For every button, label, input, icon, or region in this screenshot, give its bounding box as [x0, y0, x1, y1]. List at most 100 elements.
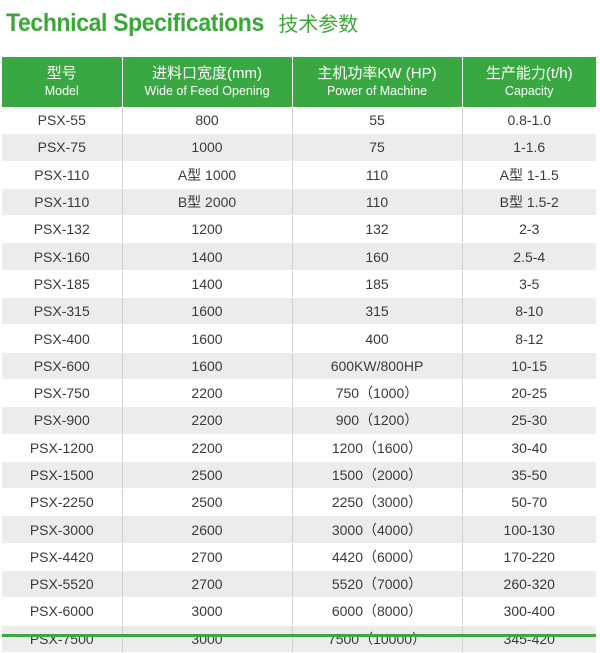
cell-model: PSX-7500 [2, 625, 123, 653]
cell-power: 75 [292, 133, 463, 162]
cell-power: 400 [292, 324, 463, 353]
cell-model: PSX-75 [2, 133, 123, 162]
cell-model: PSX-315 [2, 297, 123, 326]
cell-model: PSX-1200 [2, 434, 123, 462]
cell-model: PSX-160 [2, 242, 123, 271]
cell-model: PSX-55 [2, 107, 123, 135]
table-row: PSX-4420 2700 4420（6000） 170-220 [2, 543, 596, 572]
cell-feed-opening: 1000 [122, 133, 293, 162]
column-header-capacity: 生产能力(t/h) Capacity [462, 57, 596, 107]
table-row: PSX-5520 2700 5520（7000） 260-320 [2, 570, 596, 599]
page-title: Technical Specifications 技术参数 [6, 8, 358, 44]
cell-capacity: 260-320 [462, 570, 596, 599]
table-row: PSX-55 800 55 0.8-1.0 [2, 107, 596, 135]
table-header: 型号 Model 进料口宽度(mm) Wide of Feed Opening … [2, 57, 596, 107]
cell-feed-opening: 1400 [122, 270, 293, 299]
cell-feed-opening: 1200 [122, 215, 293, 244]
cell-model: PSX-4420 [2, 543, 123, 572]
specifications-table: 型号 Model 进料口宽度(mm) Wide of Feed Opening … [2, 57, 596, 653]
cell-feed-opening: 1600 [122, 352, 293, 380]
table-body: PSX-55 800 55 0.8-1.0 PSX-75 1000 75 1-1.6 PSX-1… [2, 107, 596, 653]
cell-power: 110 [292, 188, 463, 217]
cell-feed-opening: 2200 [122, 406, 293, 435]
cell-capacity: B型 1.5-2 [462, 188, 596, 217]
table-row: PSX-75 1000 75 1-1.6 [2, 133, 596, 162]
table-row: PSX-110 B型 2000 110 B型 1.5-2 [2, 188, 596, 217]
cell-feed-opening: 2200 [122, 379, 293, 408]
cell-capacity: 345-420 [462, 625, 596, 653]
header-label-zh: 主机功率KW (HP) [317, 65, 437, 82]
header-label-en: Power of Machine [326, 84, 428, 98]
cell-feed-opening: 1400 [122, 242, 293, 271]
cell-feed-opening: 2600 [122, 515, 293, 544]
cell-capacity: 2.5-4 [462, 242, 596, 271]
column-header-model: 型号 Model [2, 57, 123, 107]
cell-power: 1500（2000） [292, 461, 463, 490]
column-header-feed-opening: 进料口宽度(mm) Wide of Feed Opening [122, 57, 293, 107]
table-row: PSX-1200 2200 1200（1600） 30-40 [2, 434, 596, 462]
table-row: PSX-110 A型 1000 110 A型 1-1.5 [2, 161, 596, 189]
cell-capacity: 170-220 [462, 543, 596, 572]
cell-capacity: 100-130 [462, 515, 596, 544]
cell-model: PSX-750 [2, 379, 123, 408]
cell-capacity: 25-30 [462, 406, 596, 435]
cell-feed-opening: 2500 [122, 461, 293, 490]
header-row: 型号 Model 进料口宽度(mm) Wide of Feed Opening … [2, 57, 596, 107]
cell-power: 3000（4000） [292, 515, 463, 544]
cell-model: PSX-185 [2, 270, 123, 299]
cell-capacity: 10-15 [462, 352, 596, 380]
cell-feed-opening: 2700 [122, 570, 293, 599]
table-row: PSX-750 2200 750（1000） 20-25 [2, 379, 596, 408]
cell-capacity: 3-5 [462, 270, 596, 299]
table-row: PSX-1500 2500 1500（2000） 35-50 [2, 461, 596, 490]
cell-capacity: 1-1.6 [462, 133, 596, 162]
cell-capacity: 35-50 [462, 461, 596, 490]
cell-capacity: A型 1-1.5 [462, 161, 596, 189]
cell-feed-opening: 1600 [122, 297, 293, 326]
cell-power: 2250（3000） [292, 488, 463, 517]
cell-power: 55 [292, 107, 463, 135]
cell-model: PSX-132 [2, 215, 123, 244]
cell-capacity: 8-12 [462, 324, 596, 353]
cell-model: PSX-5520 [2, 570, 123, 599]
table-row: PSX-185 1400 185 3-5 [2, 270, 596, 299]
cell-capacity: 2-3 [462, 215, 596, 244]
cell-power: 185 [292, 270, 463, 299]
cell-feed-opening: B型 2000 [122, 188, 293, 217]
title-english: Technical Specifications [6, 9, 264, 37]
cell-model: PSX-1500 [2, 461, 123, 490]
cell-power: 4420（6000） [292, 543, 463, 572]
header-label-en: Capacity [504, 84, 554, 98]
cell-power: 900（1200） [292, 406, 463, 435]
title-chinese: 技术参数 [278, 12, 359, 36]
cell-model: PSX-3000 [2, 515, 123, 544]
cell-power: 5520（7000） [292, 570, 463, 599]
cell-feed-opening: 1600 [122, 324, 293, 353]
cell-feed-opening: 2700 [122, 543, 293, 572]
cell-capacity: 0.8-1.0 [462, 107, 596, 135]
cell-power: 6000（8000） [292, 597, 463, 626]
cell-feed-opening: 800 [122, 107, 293, 135]
cell-power: 160 [292, 242, 463, 271]
table-row: PSX-6000 3000 6000（8000） 300-400 [2, 597, 596, 626]
header-label-zh: 型号 [46, 65, 77, 82]
table-row: PSX-900 2200 900（1200） 25-30 [2, 406, 596, 435]
header-label-en: Wide of Feed Opening [144, 84, 270, 98]
cell-capacity: 50-70 [462, 488, 596, 517]
cell-model: PSX-2250 [2, 488, 123, 517]
cell-model: PSX-900 [2, 406, 123, 435]
table-row: PSX-2250 2500 2250（3000） 50-70 [2, 488, 596, 517]
cell-model: PSX-110 [2, 188, 123, 217]
cell-feed-opening: A型 1000 [122, 161, 293, 189]
bottom-divider [2, 634, 596, 637]
cell-power: 110 [292, 161, 463, 189]
cell-feed-opening: 3000 [122, 625, 293, 653]
cell-model: PSX-400 [2, 324, 123, 353]
cell-model: PSX-600 [2, 352, 123, 380]
cell-power: 132 [292, 215, 463, 244]
table-row: PSX-3000 2600 3000（4000） 100-130 [2, 515, 596, 544]
cell-feed-opening: 2500 [122, 488, 293, 517]
cell-capacity: 20-25 [462, 379, 596, 408]
cell-feed-opening: 3000 [122, 597, 293, 626]
header-label-zh: 生产能力(t/h) [485, 65, 573, 82]
